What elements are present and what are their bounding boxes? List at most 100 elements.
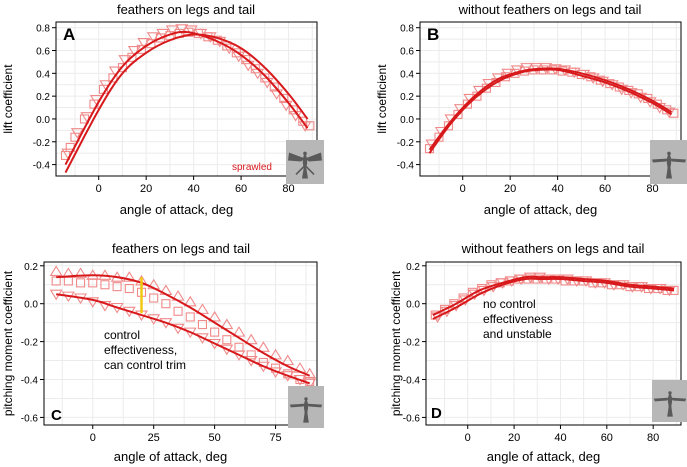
y-axis-label: pitching moment coefficient <box>389 270 403 416</box>
annotation-line: can control trim <box>104 358 186 372</box>
fit-curve-line <box>428 67 673 151</box>
x-tick-label: 20 <box>140 183 152 195</box>
data-point-square <box>51 276 61 286</box>
bird-legs-icon <box>667 405 673 416</box>
y-tick-label: 0.0 <box>400 115 414 126</box>
data-point-triangle-down <box>510 65 524 76</box>
annotation-line: effectiveness, <box>104 343 177 357</box>
chart-title: feathers on legs and tail <box>112 241 250 256</box>
x-tick-label: 60 <box>601 432 613 444</box>
x-tick-label: 20 <box>508 432 520 444</box>
fit-curve-line <box>56 293 311 385</box>
data-point-square <box>88 278 98 288</box>
y-axis-label: lift coefficient <box>1 64 15 134</box>
data-point-square <box>161 299 171 309</box>
data-point-triangle-up <box>183 295 197 307</box>
panel-C: feathers on legs and tail 0 25 50 75 -0.6 -0.4… <box>1 241 324 464</box>
y-tick-label: 0.8 <box>36 24 50 35</box>
x-tick-label: 20 <box>504 183 516 195</box>
y-tick-label: 0.4 <box>400 69 414 80</box>
data-point-square <box>234 342 244 352</box>
x-axis-label: angle of attack, deg <box>487 449 600 464</box>
x-tick-label: 60 <box>235 183 247 195</box>
x-axis-label: angle of attack, deg <box>120 202 233 217</box>
y-axis-label: lift coefficient <box>375 64 389 134</box>
data-point-square <box>288 105 298 115</box>
data-point-square <box>63 276 73 286</box>
data-point-triangle-down <box>184 25 198 37</box>
x-axis-label: angle of attack, deg <box>114 449 227 464</box>
data-point-triangle-up <box>220 318 234 330</box>
x-tick-label: 40 <box>554 432 566 444</box>
y-tick-label: -0.6 <box>403 413 421 424</box>
x-tick-label: 75 <box>269 432 281 444</box>
y-tick-label: 0.0 <box>24 300 38 311</box>
bird-wings-icon <box>652 158 686 163</box>
data-point-triangle-up <box>281 354 295 366</box>
data-point-square <box>241 55 251 65</box>
y-tick-label: -0.6 <box>21 413 39 424</box>
annotation-line: and unstable <box>483 327 552 341</box>
y-tick-label: -0.4 <box>33 161 51 172</box>
panel-B: without feathers on legs and tail 0 20 40 60… <box>375 2 687 217</box>
data-point-triangle-up <box>49 265 63 277</box>
data-point-triangle-down <box>98 301 112 312</box>
y-tick-label: -0.2 <box>21 338 39 349</box>
y-tick-label: -0.4 <box>21 376 39 387</box>
panel-A: feathers on legs and tail 0 20 40 60 80 -0.4 -0… <box>1 2 324 217</box>
y-tick-label: -0.2 <box>33 138 51 149</box>
bird-legs-icon <box>666 166 672 178</box>
chart-title: without feathers on legs and tail <box>461 241 645 256</box>
data-point-triangle-up <box>195 303 209 314</box>
x-tick-label: 50 <box>209 432 221 444</box>
data-point-triangle-up <box>232 326 246 337</box>
y-tick-label: 0.6 <box>36 47 50 58</box>
data-point-triangle-down <box>70 128 84 139</box>
x-tick-label: 80 <box>282 183 294 195</box>
data-point-square <box>250 64 260 74</box>
x-tick-label: 0 <box>465 432 471 444</box>
x-tick-label: 0 <box>90 432 96 444</box>
x-tick-label: 0 <box>96 183 102 195</box>
plot-frame <box>55 21 318 177</box>
x-tick-label: 40 <box>187 183 199 195</box>
data-point-square <box>149 293 159 303</box>
data-point-square <box>197 319 207 330</box>
annotation-text: sprawled <box>232 162 272 173</box>
data-point-triangle-down <box>520 63 534 74</box>
annotation-line: effectiveness <box>483 312 553 326</box>
data-point-triangle-up <box>208 310 222 322</box>
chart-title: feathers on legs and tail <box>117 2 255 17</box>
y-tick-label: 0.6 <box>400 47 414 58</box>
data-point-triangle-down <box>303 378 317 390</box>
bird-body-icon <box>303 399 309 414</box>
bird-head-icon <box>667 151 671 156</box>
bird-head-icon <box>304 397 308 401</box>
data-point-square <box>185 312 195 322</box>
data-point-square <box>246 350 256 360</box>
x-tick-label: 0 <box>460 183 466 195</box>
y-tick-label: 0.0 <box>406 300 420 311</box>
bird-legs-icon <box>303 411 309 422</box>
data-point-triangle-up <box>256 341 270 352</box>
y-tick-label: -0.2 <box>403 338 421 349</box>
bird-legs-icon <box>295 165 315 176</box>
panel-label: A <box>63 25 75 44</box>
data-point-square <box>100 280 110 290</box>
bird-head-icon <box>668 391 672 395</box>
fit-curve-line <box>64 30 309 166</box>
data-point-square <box>76 278 86 288</box>
fit-curve-line <box>432 275 675 316</box>
data-point-square <box>146 39 156 49</box>
data-point-square <box>298 116 308 126</box>
x-tick-label: 80 <box>647 432 659 444</box>
data-point-triangle-down <box>146 32 160 43</box>
plot-frame <box>43 261 318 426</box>
data-point-triangle-up <box>122 271 136 282</box>
y-tick-label: 0.0 <box>36 115 50 126</box>
data-point-square <box>108 73 118 83</box>
y-tick-label: -0.4 <box>397 161 415 172</box>
y-axis-label: pitching moment coefficient <box>1 270 15 416</box>
x-axis-label: angle of attack, deg <box>484 202 597 217</box>
fit-curve-line <box>56 274 311 377</box>
